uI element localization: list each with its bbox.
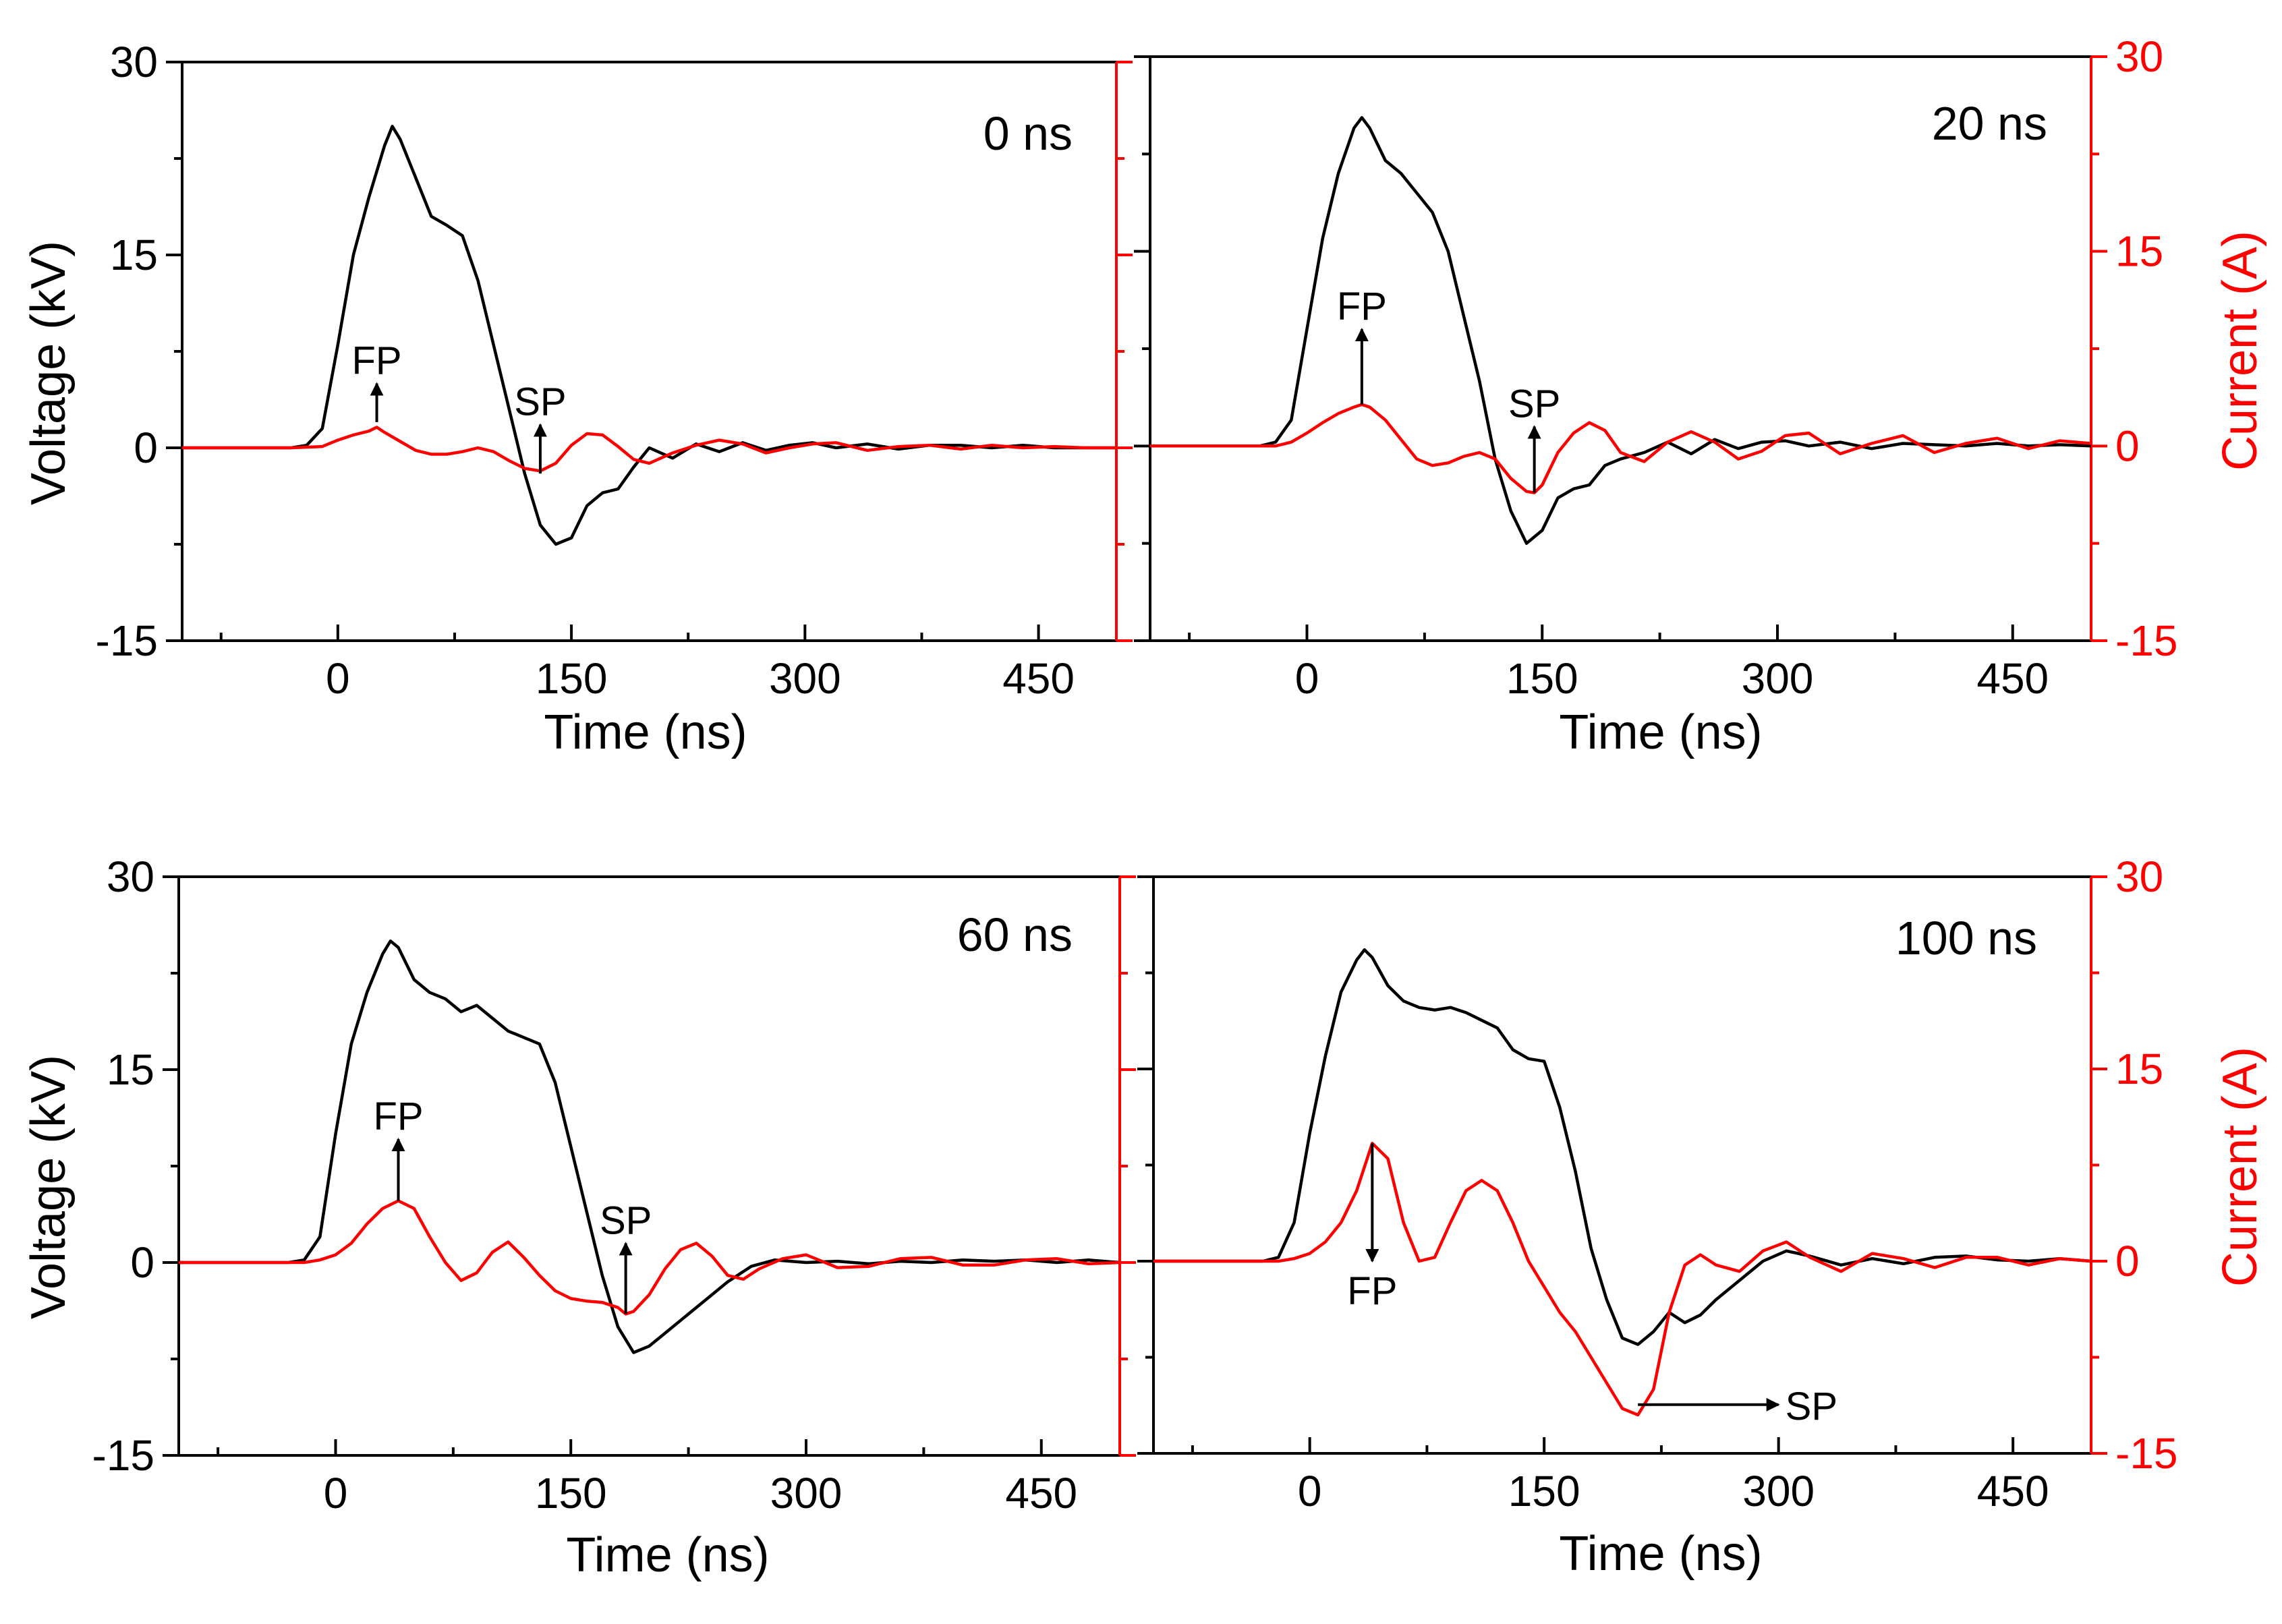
y-left-tick-label: 15 — [107, 1045, 154, 1094]
voltage-trace — [1153, 948, 2092, 1346]
x-tick-label: 150 — [1506, 654, 1578, 703]
y-left-tick-label: 0 — [134, 424, 158, 472]
fp-label: FP — [373, 1095, 423, 1138]
x-tick-label: 150 — [1508, 1467, 1580, 1515]
y-right-tick-label: -15 — [2115, 616, 2178, 665]
x-tick-label: 450 — [1005, 1469, 1077, 1517]
panel-title: 20 ns — [1932, 97, 2047, 150]
x-tick-label: 0 — [324, 1469, 348, 1517]
x-axis-title: Time (ns) — [566, 1528, 769, 1582]
panel-60ns: 0 150 300 450 -15 0 15 30 FP SP 60 ns Voltage (kV… — [22, 852, 1136, 1582]
x-tick-label: 300 — [770, 1469, 843, 1517]
plot-area: 0 150 300 450 -15 0 15 30 FP SP — [1134, 32, 2178, 703]
y-right-tick-label: -15 — [2115, 1429, 2178, 1478]
x-tick-label: 450 — [1002, 654, 1075, 703]
x-tick-label: 450 — [1976, 654, 2049, 703]
left-axis-title: Voltage (kV) — [22, 241, 76, 505]
sp-label: SP — [600, 1198, 652, 1242]
fp-label: FP — [351, 339, 401, 383]
y-left-tick-label: 0 — [130, 1238, 154, 1287]
x-tick-label: 300 — [1742, 1467, 1815, 1515]
left-axis-title: Voltage (kV) — [22, 1055, 76, 1319]
y-left-tick-label: 15 — [110, 231, 158, 279]
fp-label: FP — [1337, 285, 1387, 328]
y-left-tick-label: -15 — [96, 616, 159, 665]
x-axis-title: Time (ns) — [1559, 1527, 1762, 1581]
fp-label: FP — [1347, 1269, 1397, 1313]
voltage-trace — [179, 939, 1120, 1354]
panel-20ns: 0 150 300 450 -15 0 15 30 FP SP 20 ns Current (A)… — [1134, 32, 2267, 759]
y-left-tick-label: 30 — [107, 852, 154, 901]
y-left-tick-label: 30 — [110, 38, 158, 86]
current-trace — [182, 426, 1116, 473]
current-trace — [1150, 403, 2092, 494]
x-tick-label: 450 — [1977, 1467, 2049, 1515]
voltage-trace — [182, 125, 1116, 546]
x-tick-label: 300 — [769, 654, 841, 703]
x-tick-label: 150 — [536, 654, 608, 703]
x-tick-label: 0 — [1295, 654, 1319, 703]
panel-title: 60 ns — [957, 908, 1073, 961]
y-right-tick-label: 0 — [2115, 1237, 2140, 1285]
x-tick-label: 0 — [1298, 1467, 1322, 1515]
y-right-tick-label: 30 — [2115, 852, 2163, 901]
x-tick-label: 0 — [326, 654, 350, 703]
y-right-tick-label: 15 — [2115, 227, 2163, 276]
panel-title: 100 ns — [1895, 912, 2037, 964]
y-right-tick-label: 15 — [2115, 1045, 2163, 1093]
sp-label: SP — [1786, 1385, 1837, 1428]
panel-0ns: 0 150 300 450 -15 0 15 30 FP SP 0 ns Voltage (kV)… — [22, 38, 1133, 759]
right-axis-title: Current (A) — [2213, 1047, 2267, 1287]
x-axis-title: Time (ns) — [1559, 705, 1762, 759]
voltage-trace — [1150, 116, 2092, 545]
y-right-tick-label: 0 — [2115, 422, 2140, 470]
plot-area: 0 150 300 450 -15 0 15 30 FP SP — [1137, 852, 2178, 1515]
plot-area: 0 150 300 450 -15 0 15 30 FP SP — [92, 852, 1136, 1517]
x-axis-title: Time (ns) — [544, 705, 747, 759]
y-left-tick-label: -15 — [92, 1431, 155, 1480]
current-trace — [1153, 1141, 2092, 1417]
sp-label: SP — [1508, 382, 1560, 426]
y-right-tick-label: 30 — [2115, 32, 2163, 81]
plot-area: 0 150 300 450 -15 0 15 30 FP SP — [96, 38, 1133, 703]
x-tick-label: 150 — [535, 1469, 607, 1517]
right-axis-title: Current (A) — [2213, 231, 2267, 471]
current-trace — [179, 1199, 1120, 1316]
x-tick-label: 300 — [1742, 654, 1814, 703]
sp-label: SP — [514, 380, 566, 424]
panel-title: 0 ns — [983, 107, 1073, 160]
panel-100ns: 0 150 300 450 -15 0 15 30 FP SP 100 ns Current (A… — [1137, 852, 2267, 1581]
